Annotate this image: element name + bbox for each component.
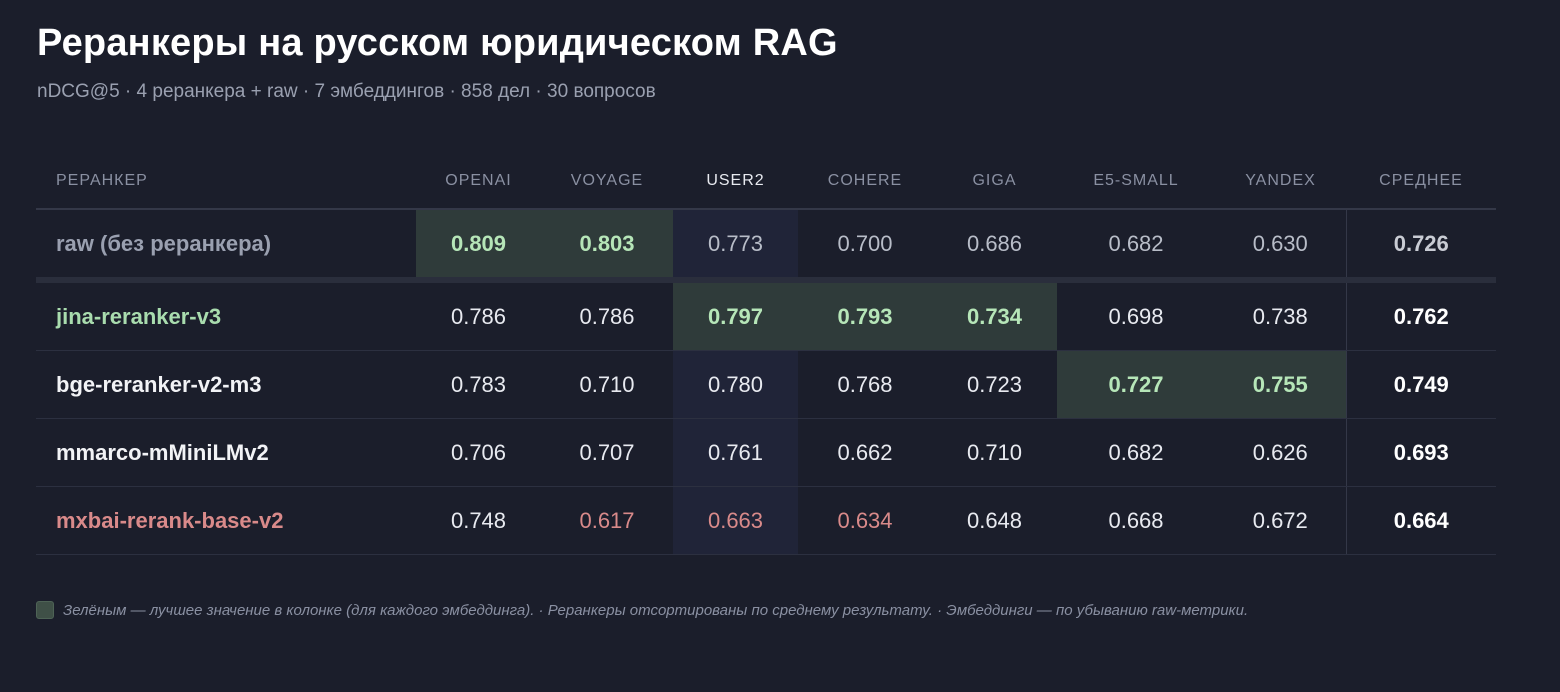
column-header-voyage: VOYAGE	[541, 153, 673, 210]
average-cell: 0.762	[1345, 280, 1496, 351]
score-cell: 0.783	[416, 350, 541, 419]
column-header-среднее: СРЕДНЕЕ	[1346, 153, 1496, 210]
score-cell: 0.630	[1215, 209, 1346, 283]
score-cell: 0.634	[798, 486, 932, 555]
results-table: РЕРАНКЕР OPENAI VOYAGE USER2 COHERE GIGA E5-SM…	[36, 153, 1496, 555]
table-row: jina-reranker-v3 0.786 0.786 0.797 0.793 0.73…	[36, 280, 1496, 351]
score-cell: 0.682	[1057, 209, 1215, 283]
score-cell: 0.755	[1215, 350, 1346, 419]
score-cell: 0.797	[673, 280, 798, 351]
score-cell: 0.698	[1057, 280, 1215, 351]
legend-text: Зелёным — лучшее значение в колонке (для…	[63, 601, 1249, 619]
column-header-yandex: YANDEX	[1215, 153, 1346, 210]
reranker-name: jina-reranker-v3	[36, 280, 416, 351]
score-cell: 0.748	[416, 486, 541, 555]
score-cell: 0.738	[1215, 280, 1346, 351]
score-cell: 0.686	[932, 209, 1057, 283]
reranker-name: mmarco-mMiniLMv2	[36, 418, 416, 487]
score-cell: 0.786	[541, 280, 673, 351]
average-cell: 0.726	[1345, 209, 1496, 283]
reranker-name: mxbai-rerank-base-v2	[36, 486, 416, 555]
table-row: raw (без реранкера) 0.809 0.803 0.773 0.700 0…	[36, 209, 1496, 283]
score-cell: 0.723	[932, 350, 1057, 419]
score-cell: 0.617	[541, 486, 673, 555]
score-cell: 0.663	[673, 486, 798, 555]
score-cell: 0.707	[541, 418, 673, 487]
average-cell: 0.693	[1345, 418, 1496, 487]
score-cell: 0.803	[541, 209, 673, 283]
score-cell: 0.668	[1057, 486, 1215, 555]
score-cell: 0.793	[798, 280, 932, 351]
column-header-openai: OPENAI	[416, 153, 541, 210]
score-cell: 0.710	[932, 418, 1057, 487]
legend: Зелёным — лучшее значение в колонке (для…	[36, 601, 1248, 619]
score-cell: 0.727	[1057, 350, 1215, 419]
reranker-name: raw (без реранкера)	[36, 209, 416, 283]
column-header-user2: USER2	[673, 153, 798, 210]
score-cell: 0.761	[673, 418, 798, 487]
score-cell: 0.773	[673, 209, 798, 283]
score-cell: 0.626	[1215, 418, 1346, 487]
legend-swatch	[36, 601, 54, 619]
reranker-name: bge-reranker-v2-m3	[36, 350, 416, 419]
score-cell: 0.734	[932, 280, 1057, 351]
page-subtitle: nDCG@5 · 4 реранкера + raw · 7 эмбеддинг…	[37, 81, 656, 102]
score-cell: 0.682	[1057, 418, 1215, 487]
score-cell: 0.780	[673, 350, 798, 419]
table-row: mxbai-rerank-base-v2 0.748 0.617 0.663 0.634…	[36, 486, 1496, 555]
score-cell: 0.809	[416, 209, 541, 283]
header-row: РЕРАНКЕР OPENAI VOYAGE USER2 COHERE GIGA E5-SM…	[36, 153, 1496, 210]
score-cell: 0.662	[798, 418, 932, 487]
average-cell: 0.749	[1345, 350, 1496, 419]
score-cell: 0.700	[798, 209, 932, 283]
score-cell: 0.706	[416, 418, 541, 487]
average-cell: 0.664	[1345, 486, 1496, 555]
score-cell: 0.786	[416, 280, 541, 351]
table-row: bge-reranker-v2-m3 0.783 0.710 0.780 0.768 0.…	[36, 350, 1496, 419]
score-cell: 0.648	[932, 486, 1057, 555]
score-cell: 0.710	[541, 350, 673, 419]
score-cell: 0.768	[798, 350, 932, 419]
score-cell: 0.672	[1215, 486, 1346, 555]
table-body: raw (без реранкера) 0.809 0.803 0.773 0.700 0…	[36, 209, 1496, 555]
column-header-cohere: COHERE	[798, 153, 932, 210]
page-title: Реранкеры на русском юридическом RAG	[37, 22, 838, 64]
table-header: РЕРАНКЕР OPENAI VOYAGE USER2 COHERE GIGA E5-SM…	[36, 153, 1496, 210]
column-header-реранкер: РЕРАНКЕР	[36, 153, 416, 210]
column-header-giga: GIGA	[932, 153, 1057, 210]
column-header-e5-small: E5-SMALL	[1057, 153, 1215, 210]
table-row: mmarco-mMiniLMv2 0.706 0.707 0.761 0.662 0.71…	[36, 418, 1496, 487]
